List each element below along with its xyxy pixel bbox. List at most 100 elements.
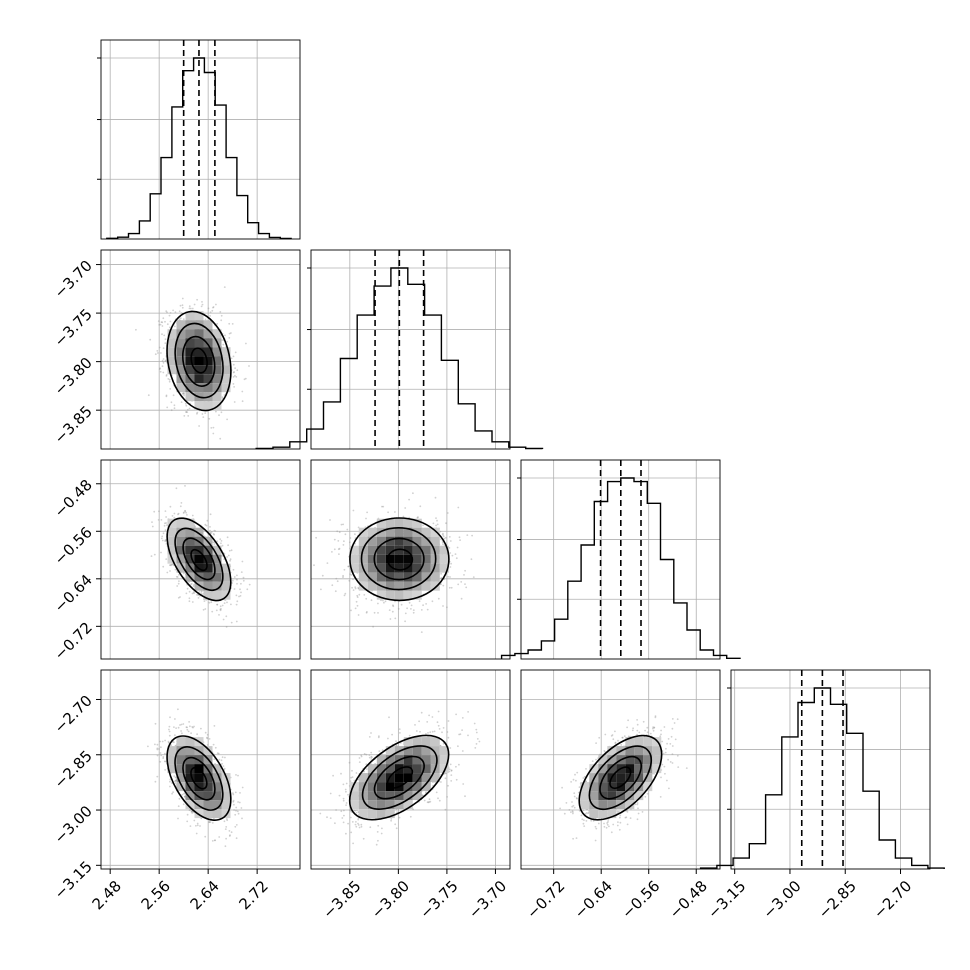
density-cell xyxy=(176,746,186,756)
scatter-point xyxy=(177,513,179,516)
scatter-point xyxy=(382,505,385,508)
scatter-point xyxy=(212,533,215,535)
density-cell xyxy=(403,554,413,564)
density-cell xyxy=(194,527,204,537)
scatter-point xyxy=(423,799,426,802)
scatter-point xyxy=(338,547,341,550)
scatter-point xyxy=(397,608,400,610)
scatter-point xyxy=(455,765,457,768)
scatter-point xyxy=(232,371,235,374)
scatter-point xyxy=(196,411,199,414)
scatter-point xyxy=(171,515,174,517)
density-cell xyxy=(185,383,195,393)
scatter-point xyxy=(346,528,349,531)
scatter-point xyxy=(442,543,444,545)
scatter-point xyxy=(169,564,171,567)
scatter-point xyxy=(404,612,407,615)
scatter-point xyxy=(412,492,414,495)
density-cell xyxy=(167,536,177,546)
scatter-point xyxy=(336,580,339,583)
scatter-point xyxy=(431,600,434,603)
scatter-point xyxy=(583,775,586,778)
contour-line xyxy=(373,755,425,800)
scatter-point xyxy=(153,510,156,513)
scatter-point xyxy=(380,832,383,835)
density-cell xyxy=(439,563,449,573)
scatter-point xyxy=(181,304,184,307)
scatter-point xyxy=(634,803,637,806)
scatter-point xyxy=(174,779,177,782)
scatter-point xyxy=(198,425,201,427)
scatter-point xyxy=(165,375,168,377)
scatter-point xyxy=(420,631,423,633)
density-cell xyxy=(185,764,195,774)
scatter-point xyxy=(164,510,167,512)
scatter-point xyxy=(378,750,381,752)
contour-line xyxy=(174,322,224,399)
scatter-point xyxy=(157,519,160,521)
scatter-point xyxy=(170,401,173,404)
contours xyxy=(348,734,450,821)
x-tick-label: −2.85 xyxy=(815,877,860,922)
scatter-point xyxy=(621,736,624,739)
scatter-point xyxy=(429,731,432,734)
density-cell xyxy=(580,782,590,792)
scatter-point xyxy=(198,591,201,593)
scatter-point xyxy=(222,765,225,767)
scatter-point xyxy=(239,792,241,794)
scatter-point xyxy=(175,487,178,490)
density-cell xyxy=(212,347,222,357)
scatter-point xyxy=(458,763,460,766)
scatter-point xyxy=(206,737,209,740)
scatter-point xyxy=(391,733,393,736)
density-cell xyxy=(194,329,204,339)
scatter-point xyxy=(332,774,334,777)
scatter-point xyxy=(190,582,193,585)
density-cell xyxy=(212,581,222,591)
scatter-point xyxy=(348,541,351,544)
scatter-point xyxy=(173,741,175,744)
scatter-point xyxy=(158,748,160,750)
scatter-point xyxy=(230,332,232,334)
scatter-point xyxy=(186,728,189,731)
scatter-point xyxy=(169,312,172,314)
scatter-point xyxy=(202,416,205,418)
scatter-point xyxy=(212,426,215,429)
scatter-point xyxy=(350,816,352,819)
scatter-point xyxy=(188,809,191,812)
density-cell xyxy=(349,563,359,573)
scatter-point xyxy=(644,729,646,732)
scatter-point xyxy=(671,753,674,755)
density-cell xyxy=(176,554,186,564)
density-cell xyxy=(430,746,440,756)
scatter-point xyxy=(360,754,363,757)
density-cell xyxy=(167,518,177,528)
scatter-point xyxy=(174,311,177,313)
density-cell xyxy=(367,764,377,774)
scatter-point xyxy=(230,603,232,606)
scatter-point xyxy=(178,797,181,800)
scatter-point xyxy=(165,359,168,362)
scatter-point xyxy=(188,590,191,593)
scatter-point xyxy=(209,821,212,823)
scatter-point xyxy=(169,388,172,390)
scatter-point xyxy=(438,728,441,730)
density-cell xyxy=(167,356,177,366)
scatter-point xyxy=(394,511,396,513)
density-cell xyxy=(176,527,186,537)
scatter-point xyxy=(216,603,219,606)
density-cell xyxy=(421,572,431,582)
scatter-point xyxy=(174,452,176,454)
scatter-point xyxy=(165,558,168,560)
scatter-point xyxy=(151,521,153,523)
y-tick-label: −3.75 xyxy=(51,305,96,350)
scatter-point xyxy=(336,530,339,533)
density-cell xyxy=(367,800,377,810)
contour-line xyxy=(182,756,216,801)
scatter-point xyxy=(179,317,182,320)
scatter-point xyxy=(226,819,229,822)
scatter-point xyxy=(231,323,234,325)
scatter-point xyxy=(358,593,361,596)
density-cell xyxy=(358,800,368,810)
scatter-point xyxy=(440,572,442,575)
